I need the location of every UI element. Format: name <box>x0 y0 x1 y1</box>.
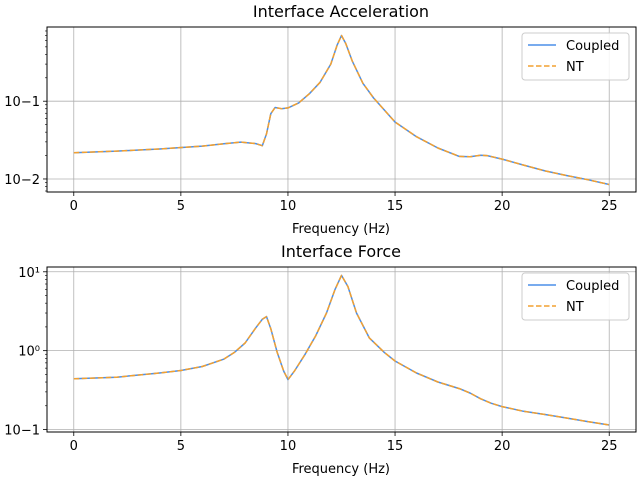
y-axis-ticks: 10−2 10−1 <box>4 30 47 192</box>
legend-nt-label: NT <box>566 60 584 75</box>
y-tick-label: 10−1 <box>4 424 40 439</box>
x-tick-label: 25 <box>601 199 618 214</box>
x-tick-label: 10 <box>280 199 297 214</box>
legend-coupled-label: Coupled <box>566 39 619 54</box>
axes-frame <box>46 26 637 193</box>
acceleration-panel: Interface Acceleration 0 5 10 15 20 25 10−210… <box>4 2 637 237</box>
y-tick-label: 10⁰ <box>18 345 40 360</box>
x-axis-label: Frequency (Hz) <box>292 222 390 237</box>
x-tick-label: 5 <box>177 199 185 214</box>
series-line-nt <box>73 34 610 186</box>
chart-title: Interface Force <box>281 242 401 261</box>
force-panel: Interface Force 0 5 10 15 20 25 10−1 10⁰ 10¹ Fr… <box>4 242 637 477</box>
y-tick-label: 10−1 <box>4 95 40 110</box>
x-tick-label: 15 <box>387 199 404 214</box>
x-tick-label: 0 <box>70 439 78 454</box>
chart-title: Interface Acceleration <box>253 2 429 21</box>
legend-nt-label: NT <box>566 300 584 315</box>
x-tick-label: 20 <box>494 199 511 214</box>
legend: Coupled NT <box>521 272 630 321</box>
x-axis-ticks: 0 5 10 15 20 25 <box>70 192 618 214</box>
y-axis-ticks: 10−1 10⁰ 10¹ <box>4 266 47 439</box>
legend-coupled-label: Coupled <box>566 279 619 294</box>
x-axis-label: Frequency (Hz) <box>292 462 390 477</box>
y-tick-label: 10−2 <box>4 173 40 188</box>
x-tick-label: 5 <box>177 439 185 454</box>
x-tick-label: 25 <box>601 439 618 454</box>
series-group <box>73 34 610 186</box>
x-axis-ticks: 0 5 10 15 20 25 <box>70 432 618 454</box>
y-tick-label: 10¹ <box>18 266 40 281</box>
series-line-nt <box>73 274 610 426</box>
grid <box>47 267 636 432</box>
axes-frame <box>46 266 637 433</box>
x-tick-label: 10 <box>280 439 297 454</box>
x-tick-label: 0 <box>70 199 78 214</box>
x-tick-label: 15 <box>387 439 404 454</box>
series-group <box>73 274 610 426</box>
x-tick-label: 20 <box>494 439 511 454</box>
legend: Coupled NT <box>521 32 630 81</box>
